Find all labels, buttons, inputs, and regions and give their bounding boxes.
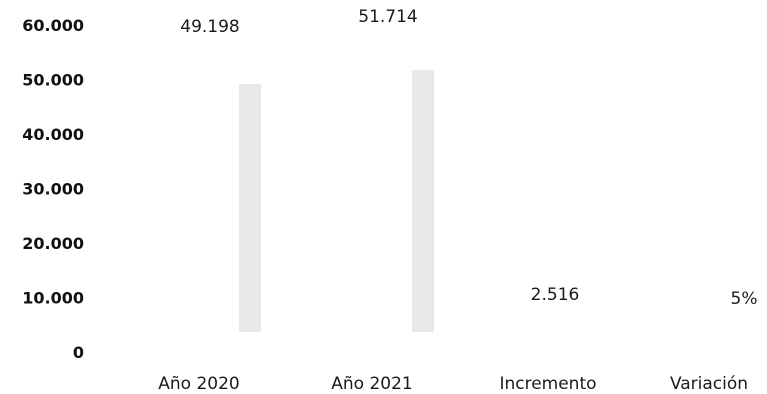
category-label: Año 2020 [158, 374, 239, 394]
y-axis-ticks: 0 10.000 20.000 30.000 40.000 50.000 60.000 [22, 16, 84, 362]
y-tick-label: 10.000 [22, 289, 84, 308]
data-label: 2.516 [531, 285, 580, 305]
bar [412, 70, 434, 333]
category-label: Año 2021 [331, 374, 412, 394]
y-tick-label: 0 [73, 343, 84, 362]
bars [239, 70, 434, 333]
category-label: Variación [670, 374, 748, 394]
category-labels: Año 2020 Año 2021 Incremento Variación [158, 374, 748, 394]
category-label: Incremento [499, 374, 596, 394]
bar [239, 83, 261, 332]
data-label: 51.714 [358, 7, 417, 27]
y-tick-label: 40.000 [22, 125, 84, 144]
data-label: 49.198 [180, 17, 239, 37]
y-tick-label: 30.000 [22, 180, 84, 199]
y-tick-label: 50.000 [22, 71, 84, 90]
data-labels: 49.198 51.714 2.516 5% [180, 7, 757, 309]
y-tick-label: 60.000 [22, 16, 84, 35]
y-tick-label: 20.000 [22, 234, 84, 253]
data-label: 5% [731, 289, 758, 309]
